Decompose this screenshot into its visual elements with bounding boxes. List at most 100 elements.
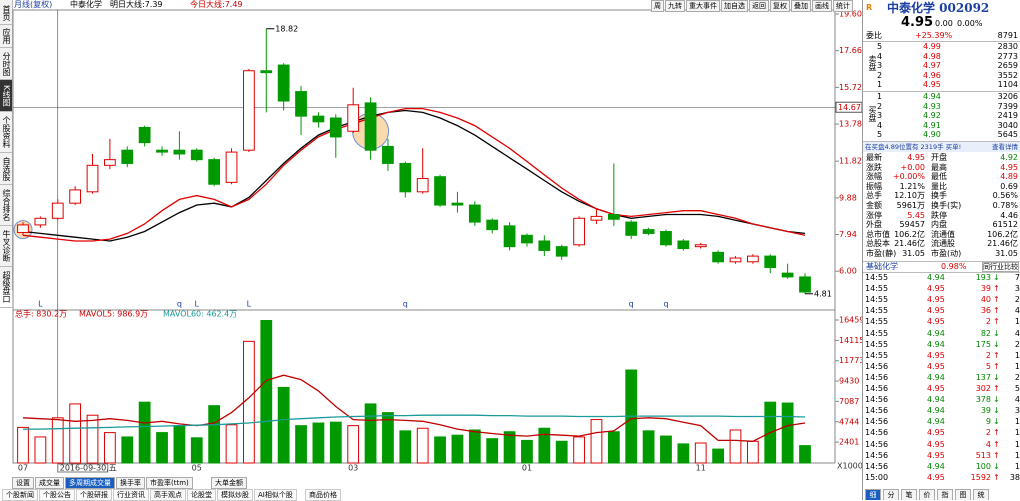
tool-button[interactable]: 九转 (665, 0, 685, 12)
candle-body (51, 202, 64, 219)
volume-bar (34, 436, 47, 464)
tool-button[interactable]: 统计 (833, 0, 853, 12)
tool-button[interactable]: 叠加 (791, 0, 811, 12)
tick-time: 14:56 (865, 417, 889, 427)
candle-body (243, 70, 255, 151)
book-level: 5 (877, 130, 883, 140)
panel-tab[interactable]: 细 (865, 489, 881, 500)
link-tab[interactable]: 模拟炒股 (217, 489, 253, 501)
tick-volume: 2 (985, 350, 991, 360)
tick-arrow: ↓ (993, 417, 1000, 427)
y-tick-label: 9430 (839, 377, 859, 386)
candle-body (416, 178, 429, 193)
link-tab[interactable]: 论股堂 (187, 489, 216, 501)
link-tab[interactable]: 商品价格 (305, 489, 341, 501)
side-tab[interactable]: 应用 (0, 25, 12, 48)
signal: q (177, 300, 182, 309)
volume-bar (642, 430, 655, 464)
stat-label: 最低 (931, 172, 947, 182)
volume-bar (660, 435, 672, 464)
tick-volume: 2 (985, 428, 991, 438)
tick-price: 4.94 (927, 372, 945, 382)
candle-body (173, 149, 186, 155)
divider (863, 272, 1020, 273)
tab[interactable]: 成交量 (35, 477, 64, 489)
volume-bar (555, 440, 568, 464)
tick-price: 4.94 (927, 395, 945, 405)
tick-price: 4.95 (927, 317, 945, 327)
y-tick-label: 11.82 (839, 157, 862, 166)
tick-count: 1 (1014, 461, 1020, 471)
link-tab[interactable]: 行业资讯 (113, 489, 149, 501)
side-tab[interactable]: 首页 (0, 2, 12, 25)
tick-arrow: ↑ (993, 295, 1000, 305)
tick-count: 2 (1014, 372, 1020, 382)
tab[interactable]: 大单金额 (211, 477, 247, 489)
stat-label: 内盘 (931, 220, 947, 230)
link-tab[interactable]: AI相似个股 (254, 489, 297, 501)
tool-button[interactable]: 画线 (812, 0, 832, 12)
tab[interactable]: 设置 (12, 477, 34, 489)
signal: q (663, 300, 668, 309)
tick-volume: 39 (980, 406, 991, 416)
panel-tab[interactable]: 统 (973, 489, 989, 500)
tick-price: 4.95 (927, 439, 945, 449)
tick-arrow: ↑ (993, 384, 1000, 393)
panel-tab[interactable]: 分 (883, 489, 899, 500)
tick-time: 14:56 (865, 395, 889, 405)
tab[interactable]: 市盈率(ttm) (146, 477, 193, 489)
panel-tab[interactable]: 指 (937, 489, 953, 500)
tick-time: 14:55 (865, 273, 889, 282)
side-tab[interactable]: 超级盘口 (0, 267, 12, 308)
side-tab[interactable]: K线图 (0, 80, 12, 112)
stat-value: 0.78% (992, 201, 1018, 210)
stat-label: 总手 (866, 191, 882, 201)
stat-label: 外盘 (866, 220, 882, 230)
stat-label: 振幅 (866, 181, 882, 191)
tick-time: 14:55 (865, 350, 889, 360)
tick-time: 14:55 (865, 328, 889, 338)
tick-arrow: ↑ (993, 472, 1000, 482)
notice-link[interactable]: 查看详情 (992, 143, 1018, 151)
side-tab[interactable]: 分时图 (0, 48, 12, 80)
tick-price: 4.95 (927, 450, 945, 460)
candle-body (382, 145, 394, 164)
tool-button[interactable]: 重大事件 (686, 0, 720, 12)
tick-count: 3 (1014, 406, 1020, 416)
link-tab[interactable]: 高手观点 (150, 489, 186, 501)
candle-body (138, 126, 151, 144)
volume-bar (277, 386, 290, 464)
tool-button[interactable]: 加自选 (721, 0, 748, 12)
side-tab[interactable]: 自选股 (0, 153, 12, 185)
tool-button[interactable]: 返回 (749, 0, 769, 12)
tab[interactable]: 多周期成交量 (65, 477, 115, 489)
stat-value: 31.05 (995, 249, 1018, 258)
industry-link[interactable]: 同行业比较 (982, 262, 1019, 272)
stat-value: 106.2亿 (894, 229, 925, 239)
volume-bar (69, 403, 82, 464)
book-volume: 5645 (997, 130, 1018, 140)
panel-tab[interactable]: 价 (919, 489, 935, 500)
tool-button[interactable]: 周 (651, 0, 664, 12)
panel-tab[interactable]: 笔 (901, 489, 917, 500)
link-tab[interactable]: 个股公告 (39, 489, 75, 501)
stat-value: 21.46亿 (987, 239, 1018, 249)
y-tick-label: 9.88 (839, 193, 857, 202)
tool-button[interactable]: 复权 (770, 0, 790, 12)
link-tab[interactable]: 个股新闻 (2, 489, 38, 501)
candle-body (503, 225, 516, 248)
candle-body (677, 240, 690, 250)
signal: q (629, 300, 634, 309)
book-price: 4.96 (923, 70, 941, 80)
side-tab[interactable]: 牛叉诊断 (0, 226, 12, 267)
weibi-num: 8791 (997, 31, 1018, 40)
candle-body (694, 244, 707, 248)
panel-tab[interactable]: 图 (955, 489, 971, 500)
side-tab[interactable]: 个股资料 (0, 112, 12, 153)
side-tab[interactable]: 综合排名 (0, 185, 12, 226)
tick-count: 1 (1014, 317, 1020, 327)
volume-bar (329, 421, 342, 464)
tab[interactable]: 换手率 (116, 477, 145, 489)
volume-header: 总手: 830.2万 (15, 309, 67, 319)
link-tab[interactable]: 个股研报 (76, 489, 112, 501)
